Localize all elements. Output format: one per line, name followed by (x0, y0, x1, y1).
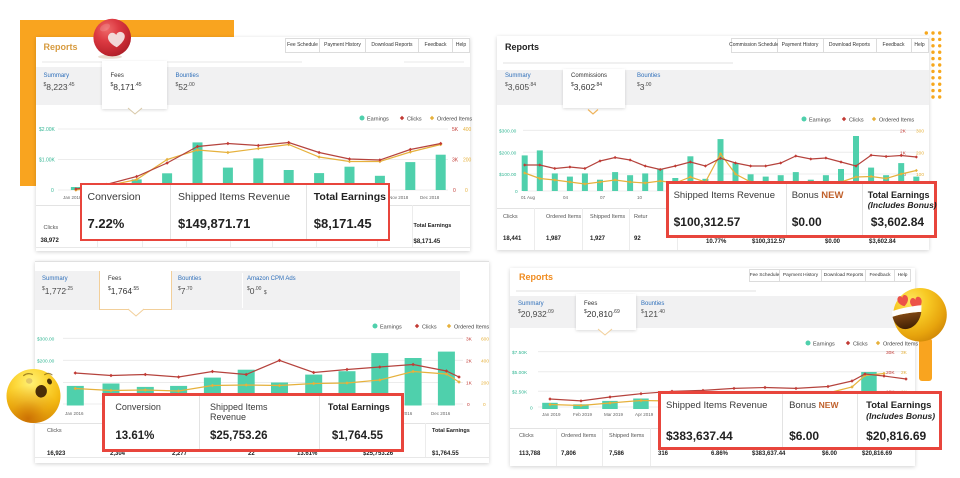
svg-text:$200.00: $200.00 (37, 359, 55, 365)
svg-text:0: 0 (467, 402, 470, 408)
svg-text:Jan 2019: Jan 2019 (542, 412, 561, 417)
svg-text:$300.00: $300.00 (499, 129, 517, 135)
svg-text:2K: 2K (466, 359, 473, 365)
svg-text:2K: 2K (900, 129, 907, 135)
svg-text:Jan 2016: Jan 2016 (65, 411, 84, 416)
svg-text:$100.00: $100.00 (499, 172, 517, 178)
svg-text:Mar 2019: Mar 2019 (604, 412, 624, 417)
svg-text:100: 100 (916, 172, 924, 178)
svg-text:$300.00: $300.00 (37, 337, 55, 343)
svg-text:Clicks: Clicks (849, 118, 864, 124)
svg-text:Earnings: Earnings (367, 117, 389, 123)
svg-text:Clicks: Clicks (422, 325, 437, 331)
svg-text:0: 0 (515, 189, 518, 195)
svg-text:04: 04 (563, 195, 569, 200)
svg-text:Ordered Items: Ordered Items (883, 342, 918, 348)
svg-text:0: 0 (483, 402, 486, 408)
svg-text:1K: 1K (900, 151, 907, 157)
svg-text:400: 400 (463, 127, 472, 133)
svg-text:Clicks: Clicks (853, 342, 868, 348)
svg-text:$2.00K: $2.00K (39, 127, 56, 133)
svg-text:Apr 2019: Apr 2019 (635, 412, 654, 417)
svg-text:3K: 3K (452, 158, 459, 164)
svg-text:400: 400 (481, 359, 489, 365)
svg-text:Dec 2016: Dec 2016 (431, 411, 451, 416)
svg-text:Jan 2018: Jan 2018 (63, 195, 82, 200)
svg-text:20K: 20K (886, 370, 895, 376)
svg-text:Nov 2018: Nov 2018 (389, 195, 409, 200)
svg-text:Earnings: Earnings (813, 342, 835, 348)
svg-text:0: 0 (530, 406, 533, 412)
svg-text:Earnings: Earnings (809, 118, 831, 124)
svg-text:Ordered Items: Ordered Items (879, 118, 914, 124)
svg-text:$5.00K: $5.00K (512, 370, 528, 376)
svg-text:Earnings: Earnings (380, 325, 402, 331)
svg-text:$1.00K: $1.00K (39, 158, 56, 164)
svg-text:Ordered Items: Ordered Items (454, 325, 489, 331)
svg-text:$2.50K: $2.50K (512, 390, 528, 396)
svg-text:Ordered Items: Ordered Items (437, 117, 472, 123)
svg-text:200: 200 (481, 381, 489, 387)
svg-text:3K: 3K (901, 350, 908, 356)
svg-text:0: 0 (51, 188, 54, 194)
svg-text:Dec 2018: Dec 2018 (420, 195, 440, 200)
svg-text:200: 200 (463, 158, 472, 164)
svg-text:07: 07 (600, 195, 606, 200)
svg-text:200: 200 (916, 151, 924, 157)
svg-text:300: 300 (916, 129, 924, 135)
svg-text:01 Aug: 01 Aug (521, 195, 536, 200)
svg-text:3K: 3K (466, 337, 473, 343)
svg-text:0: 0 (465, 188, 468, 194)
svg-text:Feb 2019: Feb 2019 (573, 412, 593, 417)
svg-text:2K: 2K (901, 370, 908, 376)
svg-text:0: 0 (453, 188, 456, 194)
svg-text:5K: 5K (452, 127, 459, 133)
svg-text:10: 10 (637, 195, 643, 200)
svg-text:1K: 1K (466, 381, 473, 387)
svg-text:600: 600 (481, 337, 489, 343)
svg-text:30K: 30K (886, 350, 895, 356)
svg-text:$200.00: $200.00 (499, 151, 517, 157)
svg-text:Clicks: Clicks (407, 117, 422, 123)
svg-text:$7.50K: $7.50K (512, 350, 528, 356)
